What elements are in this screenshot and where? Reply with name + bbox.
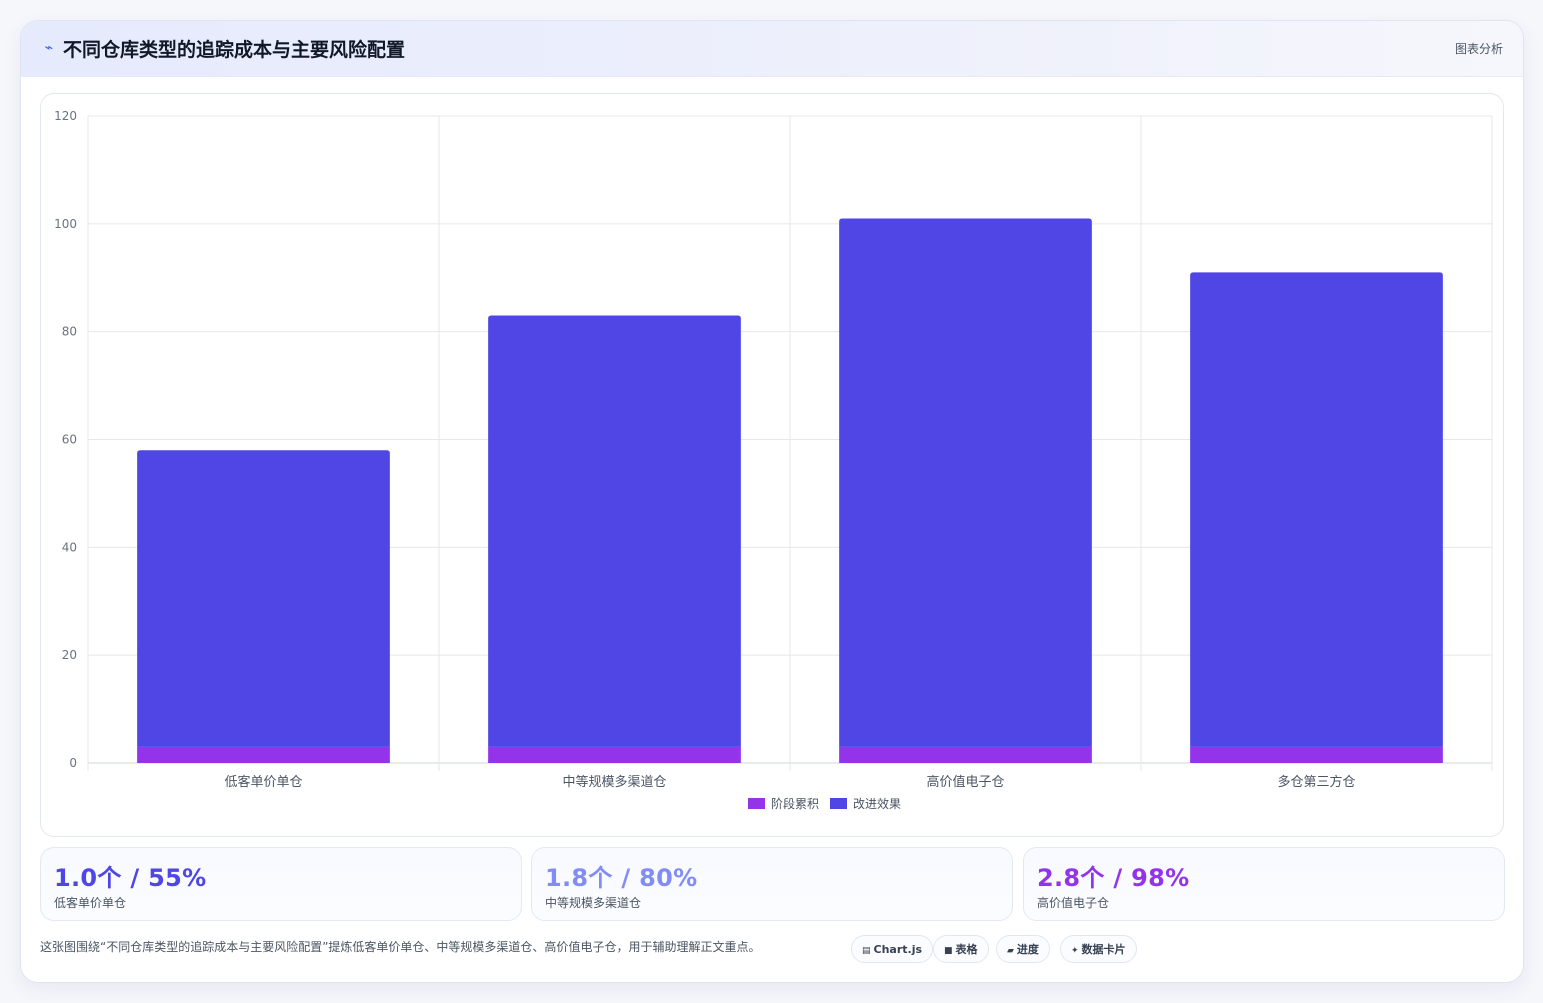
y-tick-label: 0 bbox=[69, 756, 77, 770]
legend-swatch bbox=[830, 798, 847, 809]
chip-table[interactable]: ■ 表格 bbox=[933, 935, 989, 963]
trend-line-icon: ⌁ bbox=[44, 40, 54, 56]
legend-label: 改进效果 bbox=[853, 796, 901, 811]
legend-label: 阶段累积 bbox=[771, 796, 819, 811]
bar-stage bbox=[137, 746, 390, 763]
bar-stage bbox=[488, 746, 741, 763]
chip-data-card[interactable]: ✦ 数据卡片 bbox=[1060, 935, 1137, 963]
bar-improve bbox=[839, 218, 1092, 747]
y-tick-label: 40 bbox=[62, 540, 77, 554]
table-icon: ■ bbox=[944, 946, 953, 956]
chart-card: ⌁ 不同仓库类型的追踪成本与主要风险配置 图表分析 0 20 40 60 80 100 12… bbox=[20, 20, 1524, 983]
legend-swatch bbox=[748, 798, 765, 809]
stat-card-1: 1.0个 / 55% 低客单价单仓 bbox=[40, 847, 522, 921]
chip-chartjs[interactable]: ▤ Chart.js bbox=[851, 935, 934, 963]
chart-caption: 这张图围绕“不同仓库类型的追踪成本与主要风险配置”提炼低客单价单仓、中等规模多渠… bbox=[40, 940, 761, 954]
chart-title: 不同仓库类型的追踪成本与主要风险配置 bbox=[63, 39, 406, 61]
bar-improve bbox=[488, 315, 741, 747]
x-tick-label: 高价值电子仓 bbox=[926, 774, 1004, 790]
y-tick-label: 120 bbox=[54, 109, 77, 123]
stat-value: 1.8个 / 80% bbox=[545, 864, 698, 892]
chip-progress[interactable]: ▰ 进度 bbox=[996, 935, 1050, 963]
bar-improve bbox=[1190, 272, 1443, 747]
bar-stage bbox=[1190, 746, 1443, 763]
bar-chart: 0 20 40 60 80 100 120 低客单价单仓 中等规模多渠道仓 高价值电子仓 多仓第三方… bbox=[54, 109, 1493, 811]
stat-label: 高价值电子仓 bbox=[1037, 896, 1110, 910]
x-tick-label: 低客单价单仓 bbox=[224, 774, 302, 790]
card-header: ⌁ 不同仓库类型的追踪成本与主要风险配置 图表分析 bbox=[21, 21, 1523, 77]
y-tick-label: 100 bbox=[54, 217, 77, 231]
sparkle-icon: ✦ bbox=[1071, 946, 1079, 956]
chart-type-tag: 图表分析 bbox=[1454, 42, 1503, 56]
y-tick-label: 20 bbox=[62, 648, 77, 662]
x-tick-label: 中等规模多渠道仓 bbox=[562, 774, 666, 790]
stat-value: 1.0个 / 55% bbox=[54, 864, 207, 892]
chart-icon: ▤ bbox=[862, 946, 871, 956]
progress-icon: ▰ bbox=[1007, 946, 1014, 956]
chip-label: Chart.js bbox=[873, 943, 923, 956]
bar-improve bbox=[137, 450, 390, 747]
bar-stage bbox=[839, 746, 1092, 763]
x-tick-label: 多仓第三方仓 bbox=[1277, 774, 1355, 790]
chip-label: 数据卡片 bbox=[1081, 943, 1126, 956]
chip-label: 进度 bbox=[1016, 943, 1039, 956]
chart-panel: 0 20 40 60 80 100 120 低客单价单仓 中等规模多渠道仓 高价值电子仓 多仓第三方… bbox=[40, 93, 1504, 837]
stat-label: 低客单价单仓 bbox=[54, 896, 127, 910]
y-tick-label: 80 bbox=[62, 325, 77, 339]
stat-value: 2.8个 / 98% bbox=[1037, 864, 1190, 892]
stat-card-3: 2.8个 / 98% 高价值电子仓 bbox=[1023, 847, 1505, 921]
y-tick-label: 60 bbox=[62, 433, 77, 447]
stat-label: 中等规模多渠道仓 bbox=[545, 896, 642, 910]
chip-label: 表格 bbox=[955, 943, 978, 956]
stat-card-2: 1.8个 / 80% 中等规模多渠道仓 bbox=[531, 847, 1013, 921]
